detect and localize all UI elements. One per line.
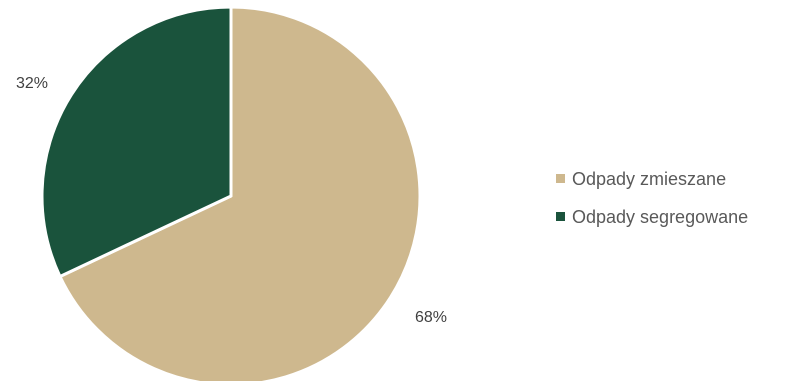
legend: Odpady zmieszane Odpady segregowane — [556, 169, 748, 227]
pie-slices — [40, 5, 422, 381]
pie-labels: 68% 32% — [16, 75, 447, 326]
data-label-odpady-segregowane: 32% — [16, 75, 48, 92]
legend-swatch-odpady-zmieszane — [556, 174, 565, 183]
pie-slice-odpady-segregowane — [40, 5, 233, 278]
data-label-odpady-zmieszane: 68% — [415, 309, 447, 326]
legend-label-odpady-zmieszane: Odpady zmieszane — [572, 169, 726, 189]
legend-swatch-odpady-segregowane — [556, 212, 565, 221]
pie-slice-odpady-zmieszane — [58, 5, 422, 381]
legend-label-odpady-segregowane: Odpady segregowane — [572, 207, 748, 227]
